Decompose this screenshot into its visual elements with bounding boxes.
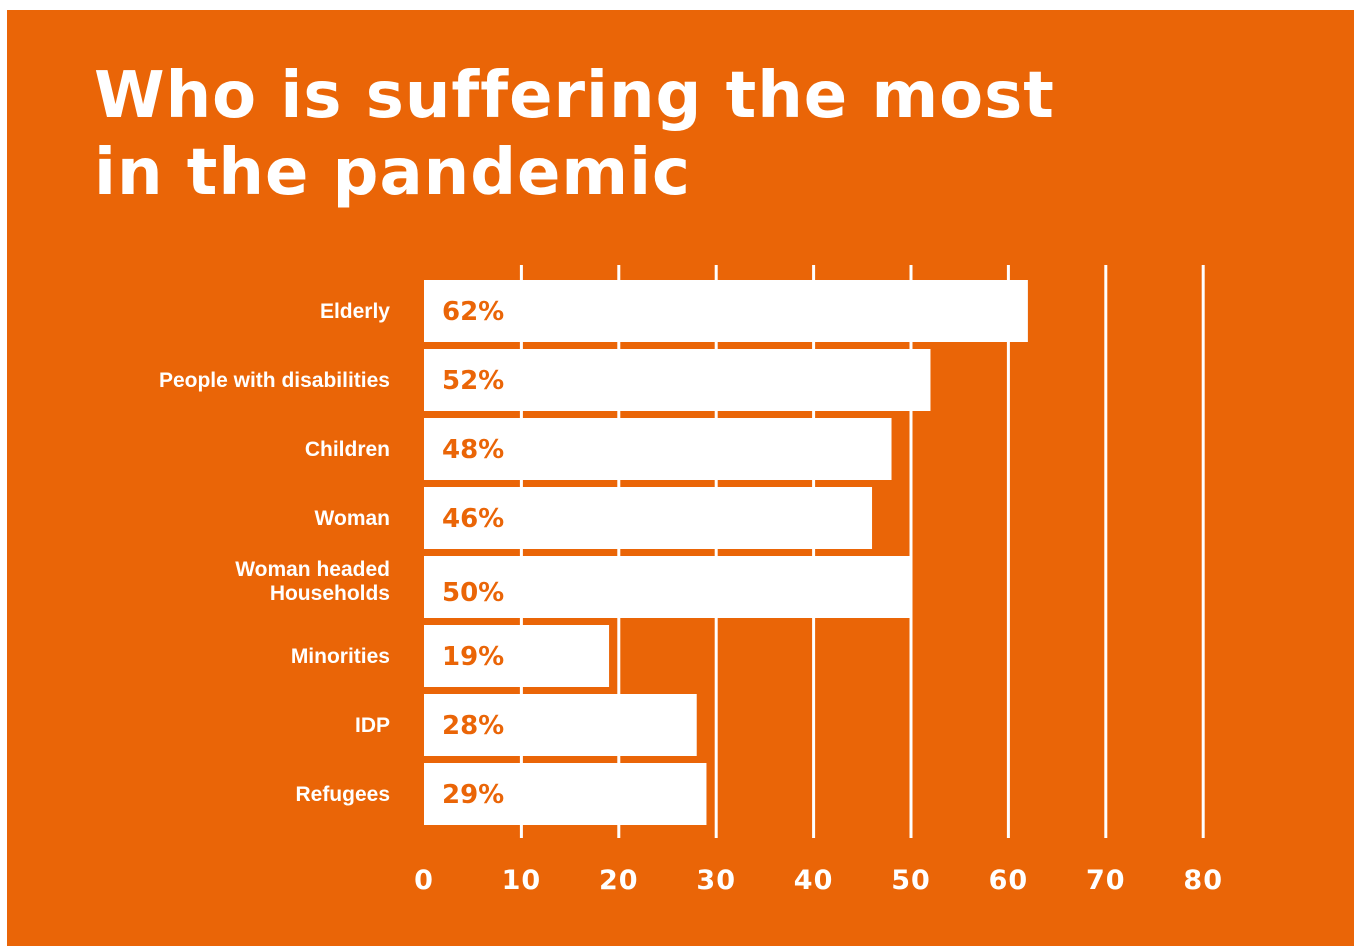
chart-title-line-1: Who is suffering the most [94, 59, 1055, 133]
chart-title: Who is suffering the most in the pandemi… [94, 58, 1094, 212]
category-label: Children [305, 438, 390, 461]
category-label: Woman [315, 507, 390, 530]
category-label: Elderly [320, 300, 390, 323]
bars: 62% 52% 48% 46% 50% 19% 28% 29% [424, 280, 1028, 825]
category-labels: Elderly People with disabilities Children W… [159, 300, 390, 806]
bar [424, 556, 911, 618]
bar [424, 694, 697, 756]
x-tick-label: 50 [891, 865, 931, 896]
bar-value-label: 29% [442, 780, 504, 810]
bar-value-label: 50% [442, 578, 504, 608]
bar [424, 349, 931, 411]
category-label: IDP [355, 714, 390, 737]
x-tick-label: 80 [1183, 865, 1223, 896]
bar [424, 763, 707, 825]
chart-title-line-2: in the pandemic [94, 135, 691, 210]
x-tick-label: 30 [696, 865, 736, 896]
bar-value-label: 19% [442, 642, 504, 672]
bar [424, 280, 1028, 342]
bar [424, 625, 610, 687]
category-label: Refugees [295, 783, 390, 806]
x-axis-tick-labels: 0 10 20 30 40 50 60 70 80 [414, 865, 1223, 896]
x-tick-label: 40 [794, 865, 834, 896]
x-tick-label: 0 [414, 865, 434, 896]
x-tick-label: 20 [599, 865, 639, 896]
bar-value-label: 48% [442, 435, 504, 465]
x-tick-label: 10 [502, 865, 542, 896]
bar-value-label: 62% [442, 297, 504, 327]
x-tick-label: 60 [989, 865, 1029, 896]
bar [424, 487, 873, 549]
category-label: People with disabilities [159, 369, 390, 392]
bar-value-label: 52% [442, 366, 504, 396]
bar [424, 418, 892, 480]
bar-value-label: 46% [442, 504, 504, 534]
category-label: Minorities [291, 645, 390, 668]
x-tick-label: 70 [1086, 865, 1126, 896]
category-label: Households [270, 582, 390, 605]
bar-value-label: 28% [442, 711, 504, 741]
category-label: Woman headed [235, 558, 390, 581]
